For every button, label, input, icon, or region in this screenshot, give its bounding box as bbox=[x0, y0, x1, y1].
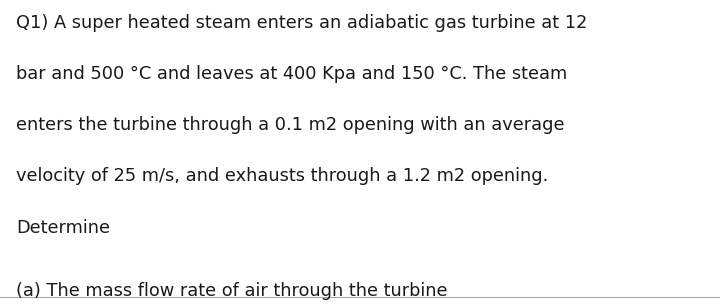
Text: bar and 500 °C and leaves at 400 Kpa and 150 °C. The steam: bar and 500 °C and leaves at 400 Kpa and… bbox=[16, 65, 567, 83]
Text: (a) The mass flow rate of air through the turbine: (a) The mass flow rate of air through th… bbox=[16, 282, 447, 300]
Text: velocity of 25 m/s, and exhausts through a 1.2 m2 opening.: velocity of 25 m/s, and exhausts through… bbox=[16, 167, 548, 185]
Text: enters the turbine through a 0.1 m2 opening with an average: enters the turbine through a 0.1 m2 open… bbox=[16, 116, 564, 134]
Text: Q1) A super heated steam enters an adiabatic gas turbine at 12: Q1) A super heated steam enters an adiab… bbox=[16, 14, 588, 32]
Text: Determine: Determine bbox=[16, 219, 110, 237]
